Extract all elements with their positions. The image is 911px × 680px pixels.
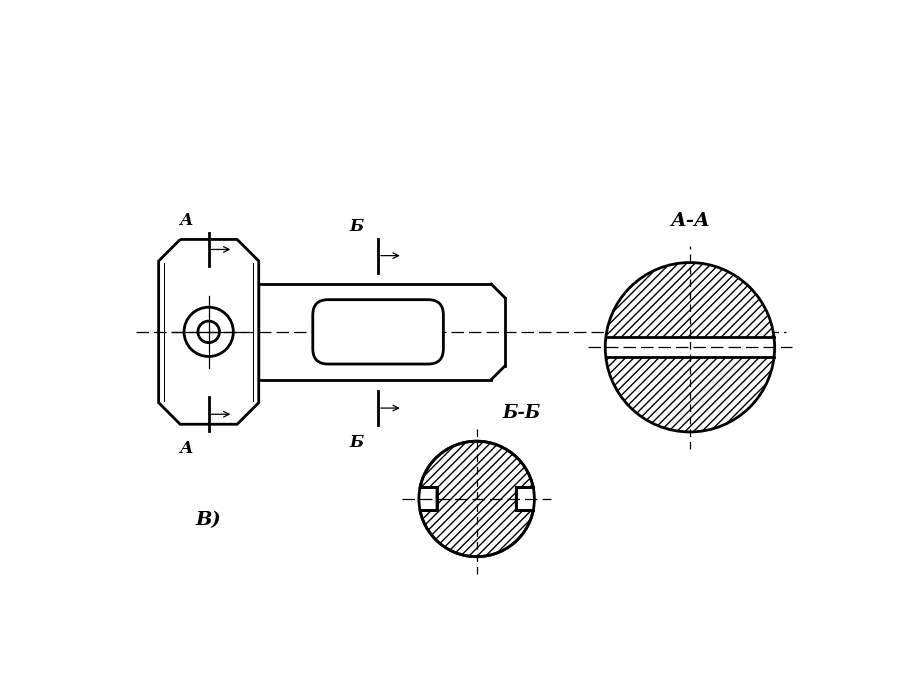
Text: В): В) <box>196 511 221 530</box>
FancyBboxPatch shape <box>312 300 443 364</box>
Text: А: А <box>180 441 194 458</box>
Text: Б: Б <box>349 435 363 452</box>
Polygon shape <box>605 262 773 337</box>
Text: Б-Б: Б-Б <box>502 404 540 422</box>
Text: Б: Б <box>349 218 363 235</box>
Text: А-А: А-А <box>670 212 709 231</box>
Polygon shape <box>605 357 773 432</box>
Text: А: А <box>180 211 194 228</box>
Polygon shape <box>420 441 533 557</box>
